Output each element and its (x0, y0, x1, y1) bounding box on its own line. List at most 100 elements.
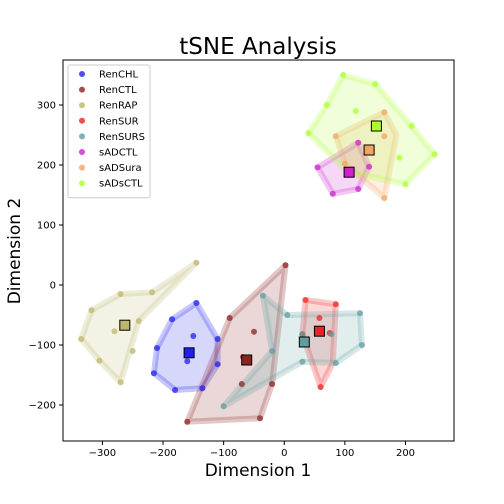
centroid-sADSura (364, 145, 374, 155)
legend-label-sADsCTL: sADsCTL (99, 179, 143, 190)
point-sADCTL-2 (315, 164, 321, 170)
y-tick-label-2: 0 (50, 281, 56, 292)
y-tick-label-1: −100 (29, 341, 56, 352)
point-sADsCTL-7 (396, 155, 402, 161)
legend-label-sADCTL: sADCTL (99, 148, 138, 159)
point-RenSURS-7 (269, 348, 275, 354)
y-tick-label-3: 100 (37, 221, 56, 232)
legend-label-sADSura: sADSura (99, 163, 142, 174)
chart-title: tSNE Analysis (179, 34, 336, 60)
legend-label-RenRAP: RenRAP (99, 101, 137, 112)
y-axis-label: Dimension 2 (5, 198, 25, 305)
point-RenRAP-9 (118, 379, 124, 385)
point-RenCHL-2 (154, 345, 160, 351)
x-tick-label-0: −300 (89, 448, 116, 459)
point-sADsCTL-8 (403, 181, 409, 187)
legend-marker-RenCTL (79, 87, 85, 93)
y-tick-label-5: 300 (37, 101, 56, 112)
x-tick-label-5: 200 (396, 448, 415, 459)
point-RenSURS-8 (299, 359, 305, 365)
point-sADsCTL-3 (353, 108, 359, 114)
point-RenSUR-1 (333, 301, 339, 307)
legend-label-RenCTL: RenCTL (99, 85, 137, 96)
y-tick-label-4: 200 (37, 161, 56, 172)
point-sADCTL-3 (330, 191, 336, 197)
legend-label-RenCHL: RenCHL (99, 70, 138, 81)
legend-marker-sADSura (79, 165, 85, 171)
point-sADsCTL-0 (340, 72, 346, 78)
legend: RenCHL RenCTL RenRAP RenSUR RenSURS sADCTL sAD… (68, 65, 150, 198)
point-RenRAP-6 (78, 336, 84, 342)
point-sADsCTL-5 (409, 123, 415, 129)
point-RenCHL-3 (190, 333, 196, 339)
point-sADsCTL-6 (432, 151, 438, 157)
point-RenSURS-2 (299, 331, 305, 337)
point-sADsCTL-4 (372, 81, 378, 87)
x-tick-label-1: −200 (149, 448, 176, 459)
legend-label-RenSUR: RenSUR (99, 116, 139, 127)
point-sADsCTL-1 (324, 102, 330, 108)
point-RenRAP-5 (112, 328, 118, 334)
x-axis: −300 −200 −100 0 100 200 (89, 441, 415, 459)
legend-marker-RenRAP (79, 102, 85, 108)
point-RenSUR-5 (318, 384, 324, 390)
point-sADCTL-5 (355, 186, 361, 192)
point-sADsCTL-2 (306, 130, 312, 136)
point-RenSUR-0 (303, 297, 309, 303)
legend-marker-sADsCTL (79, 180, 85, 186)
centroid-RenCHL (184, 348, 194, 358)
legend-label-RenSURS: RenSURS (99, 132, 145, 143)
point-RenCTL-4 (239, 381, 245, 387)
centroid-RenSURS (299, 337, 309, 347)
point-RenCHL-5 (151, 370, 157, 376)
point-RenCHL-4 (184, 358, 190, 364)
point-RenSURS-5 (359, 342, 365, 348)
point-sADSura-2 (381, 133, 387, 139)
point-RenCHL-1 (169, 316, 175, 322)
point-sADSura-0 (333, 133, 339, 139)
point-RenRAP-4 (136, 318, 142, 324)
x-tick-label-4: 100 (335, 448, 354, 459)
legend-marker-RenSUR (79, 118, 85, 124)
y-axis: −200 −100 0 100 200 300 (29, 101, 63, 412)
point-RenCTL-6 (257, 415, 263, 421)
point-RenCHL-6 (172, 387, 178, 393)
point-RenCHL-8 (215, 336, 221, 342)
centroid-sADCTL (344, 167, 354, 177)
point-RenCHL-0 (193, 300, 199, 306)
point-RenSURS-6 (333, 360, 339, 366)
point-RenRAP-0 (193, 260, 199, 266)
y-tick-label-0: −200 (29, 401, 56, 412)
point-RenCTL-1 (227, 315, 233, 321)
point-RenRAP-8 (96, 358, 102, 364)
point-RenCTL-7 (184, 419, 190, 425)
point-RenRAP-2 (118, 291, 124, 297)
centroid-RenCTL (242, 355, 252, 365)
centroid-RenSUR (314, 326, 324, 336)
centroid-RenRAP (120, 320, 130, 330)
centroid-sADsCTL (371, 121, 381, 131)
point-RenRAP-7 (130, 348, 136, 354)
point-RenSURS-3 (329, 331, 335, 337)
point-RenCHL-9 (215, 361, 221, 367)
point-RenCTL-5 (269, 381, 275, 387)
legend-marker-RenCHL (79, 71, 85, 77)
point-sADSura-1 (381, 109, 387, 115)
legend-marker-sADCTL (79, 149, 85, 155)
point-RenSUR-2 (316, 315, 322, 321)
point-RenSURS-0 (260, 293, 266, 299)
legend-marker-RenSURS (79, 133, 85, 139)
point-sADSura-4 (381, 195, 387, 201)
point-RenRAP-3 (89, 307, 95, 313)
point-sADCTL-0 (355, 140, 361, 146)
point-RenSURS-4 (357, 310, 363, 316)
x-axis-label: Dimension 1 (205, 461, 312, 481)
point-sADSura-3 (342, 161, 348, 167)
x-tick-label-2: −100 (210, 448, 237, 459)
point-RenCTL-2 (251, 329, 257, 335)
point-RenSURS-9 (221, 403, 227, 409)
point-RenRAP-1 (149, 289, 155, 295)
x-tick-label-3: 0 (281, 448, 287, 459)
point-RenCTL-0 (283, 262, 289, 268)
point-RenSURS-1 (284, 312, 290, 318)
